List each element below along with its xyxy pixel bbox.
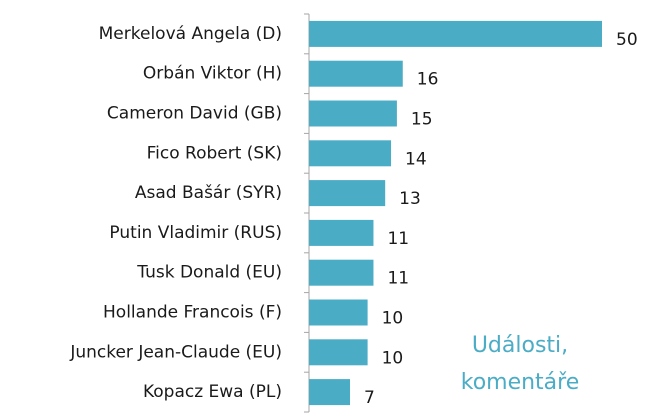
annotation: komentáře: [461, 370, 580, 395]
category-label: Kopacz Ewa (PL): [143, 382, 282, 402]
bar: [309, 180, 386, 207]
value-label: 13: [399, 189, 421, 209]
category-label: Fico Robert (SK): [147, 143, 282, 163]
category-label: Tusk Donald (EU): [136, 263, 282, 283]
category-label: Hollande Francois (F): [103, 303, 282, 323]
category-label: Orbán Viktor (H): [143, 64, 282, 84]
bar: [309, 100, 397, 127]
bar: [309, 339, 368, 366]
value-label: 11: [387, 269, 409, 289]
category-label: Cameron David (GB): [107, 104, 282, 124]
bar: [309, 219, 374, 246]
category-label: Merkelová Angela (D): [99, 24, 282, 44]
value-label: 14: [405, 149, 427, 169]
value-label: 10: [382, 309, 404, 329]
bar: [309, 140, 392, 167]
bar: [309, 259, 374, 286]
annotation: Události,: [472, 333, 568, 358]
value-label: 16: [417, 70, 439, 90]
value-label: 10: [382, 348, 404, 368]
value-label: 11: [387, 229, 409, 249]
value-label: 15: [411, 110, 433, 130]
value-label: 50: [616, 30, 638, 50]
category-label: Asad Bašár (SYR): [135, 183, 282, 203]
bar: [309, 20, 602, 47]
category-label: Putin Vladimir (RUS): [109, 223, 282, 243]
bar: [309, 299, 368, 326]
value-label: 7: [364, 388, 375, 408]
bar: [309, 60, 403, 87]
bar: [309, 379, 351, 406]
category-label: Juncker Jean-Claude (EU): [69, 342, 282, 362]
